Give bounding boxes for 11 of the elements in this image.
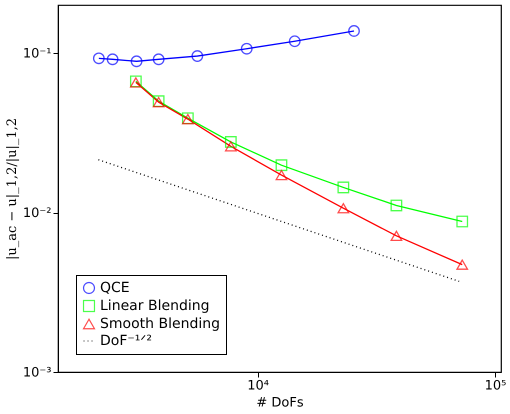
y-tick-label: 10⁻²: [22, 206, 52, 222]
legend-label: QCE: [100, 280, 130, 296]
x-tick-label: 10⁴: [247, 378, 270, 394]
legend-label: Smooth Blending: [100, 316, 220, 332]
y-tick-label: 10⁻³: [22, 366, 52, 380]
y-tick-label: 10⁻¹: [22, 46, 52, 62]
legend-label: DoF⁻¹ᐟ²: [100, 333, 152, 349]
x-tick-label: 10⁵: [484, 378, 506, 394]
y-axis-title: |u_ac − u|_1,2/|u|_1,2: [4, 118, 20, 260]
x-axis-title: # DoFs: [256, 396, 304, 410]
legend-label: Linear Blending: [100, 298, 210, 314]
